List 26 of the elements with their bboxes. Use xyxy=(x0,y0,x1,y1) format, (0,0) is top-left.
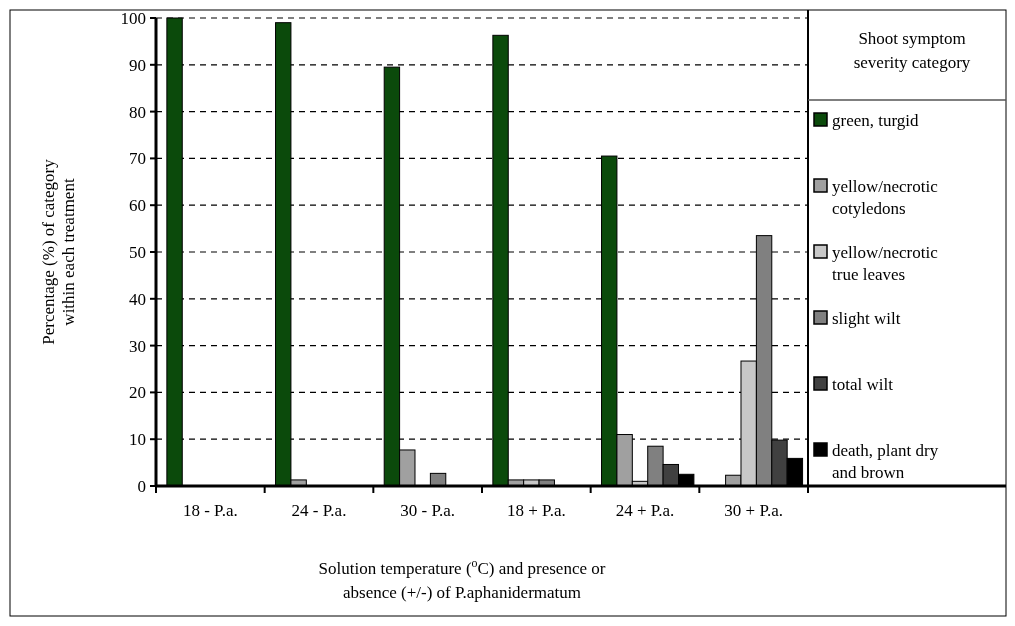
legend-label: total wilt xyxy=(832,374,894,394)
legend-label: slight wilt xyxy=(832,308,901,328)
x-tick-label: 18 + P.a. xyxy=(506,501,566,520)
y-tick-label: 40 xyxy=(129,289,146,309)
legend-label: yellow/necrotic true leaves xyxy=(832,242,939,285)
x-tick-label: 30 + P.a. xyxy=(724,501,784,520)
y-tick-label: 30 xyxy=(129,336,146,356)
legend-label: death, plant dry and brown xyxy=(832,440,939,483)
legend-title: Shoot symptom severity category xyxy=(853,29,971,72)
legend-label: yellow/necrotic cotyledons xyxy=(832,176,939,219)
y-tick-label: 100 xyxy=(120,8,146,28)
y-tick-label: 50 xyxy=(129,242,146,262)
x-axis-title: Solution temperature ($^{o}$C) and presence or absence (+/-) of P.aphanidermatum xyxy=(318,556,606,602)
y-tick-label: 70 xyxy=(129,149,146,169)
y-axis-title: Percentage (%) of category within each treatment xyxy=(38,158,79,345)
y-tick-label: 90 xyxy=(129,55,146,75)
y-tick-label: 10 xyxy=(129,430,146,450)
y-tick-label: 20 xyxy=(129,383,146,403)
y-tick-label: 60 xyxy=(129,196,146,216)
legend-label: green, turgid xyxy=(832,110,920,130)
x-tick-label: 18 - P.a. xyxy=(182,501,238,520)
x-tick-label: 24 - P.a. xyxy=(291,501,347,520)
x-tick-label: 30 - P.a. xyxy=(400,501,456,520)
y-tick-label: 80 xyxy=(129,102,146,122)
x-tick-label: 24 + P.a. xyxy=(615,501,675,520)
y-tick-label: 0 xyxy=(137,476,146,496)
